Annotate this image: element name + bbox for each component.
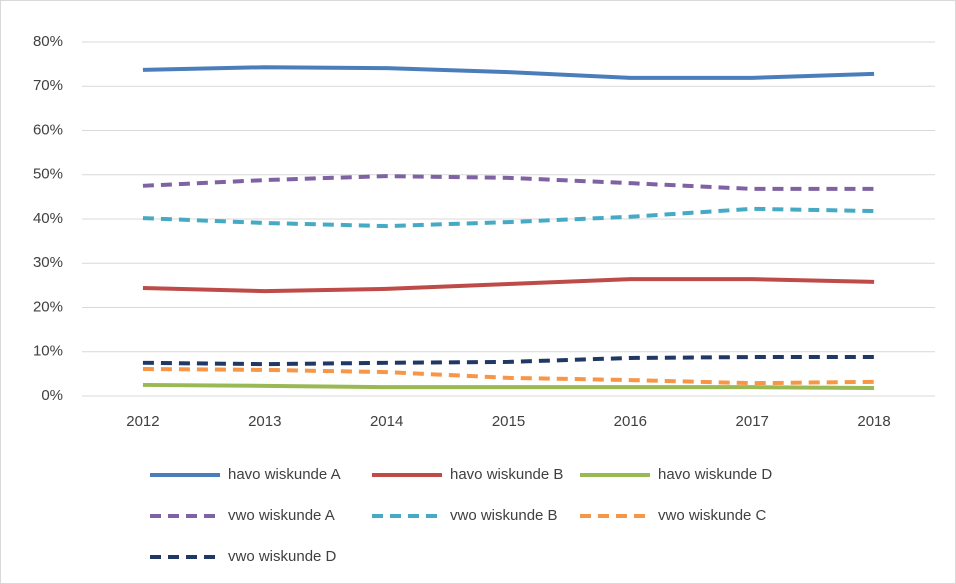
y-tick-label: 0%	[41, 387, 63, 404]
x-tick-label: 2012	[126, 413, 159, 430]
y-tick-label: 50%	[33, 166, 63, 183]
series-line	[142, 65, 875, 80]
legend-label: vwo wiskunde B	[450, 507, 558, 524]
series-line	[142, 382, 875, 391]
legend-label: havo wiskunde A	[228, 466, 341, 483]
y-tick-label: 10%	[33, 343, 63, 360]
x-tick-label: 2018	[857, 413, 890, 430]
legend-label: vwo wiskunde C	[658, 507, 767, 524]
legend-label: havo wiskunde D	[658, 466, 772, 483]
y-tick-label: 70%	[33, 77, 63, 94]
y-tick-label: 80%	[33, 33, 63, 50]
y-tick-label: 60%	[33, 121, 63, 138]
series-line	[142, 206, 875, 229]
x-tick-label: 2015	[492, 413, 525, 430]
series-line	[142, 174, 875, 191]
series-line	[142, 277, 875, 294]
y-tick-label: 20%	[33, 298, 63, 315]
legend-label: havo wiskunde B	[450, 466, 563, 483]
x-tick-label: 2014	[370, 413, 403, 430]
legend-label: vwo wiskunde A	[228, 507, 335, 524]
legend-label: vwo wiskunde D	[228, 548, 337, 565]
series-line	[142, 367, 875, 386]
x-tick-label: 2013	[248, 413, 281, 430]
x-tick-label: 2016	[614, 413, 647, 430]
y-tick-label: 30%	[33, 254, 63, 271]
series-line	[142, 355, 875, 367]
y-tick-label: 40%	[33, 210, 63, 227]
x-tick-label: 2017	[736, 413, 769, 430]
